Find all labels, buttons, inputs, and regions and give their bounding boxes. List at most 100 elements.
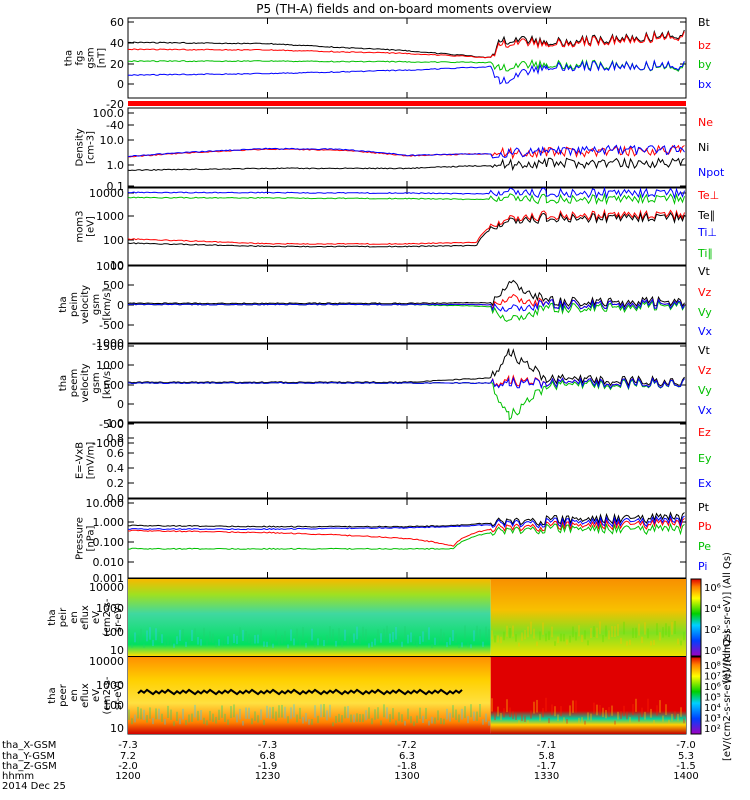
spectrogram-texture <box>200 710 202 721</box>
spectrogram-texture <box>566 718 568 724</box>
spectrogram-texture <box>350 633 352 643</box>
series-tha-peem-velocity-gsm-Vy <box>128 377 685 421</box>
legend-entry-vz: Vz <box>698 364 712 377</box>
spectrogram-texture <box>140 628 142 641</box>
colorbar-1 <box>690 578 702 657</box>
spectrogram-texture <box>446 708 448 720</box>
spectrogram-texture <box>563 633 565 642</box>
spectrogram-texture <box>533 628 535 639</box>
spectrograms <box>128 579 686 734</box>
y-tick-label: 10000 <box>89 655 124 668</box>
spectrogram-texture <box>536 699 538 713</box>
spectrogram-texture <box>419 707 421 719</box>
spectrogram-texture <box>311 719 313 725</box>
series-mom3-Te∥ <box>127 211 685 248</box>
spectrogram-texture <box>410 716 412 724</box>
spectrogram-texture <box>485 626 487 640</box>
series-mom3-Ti⊥ <box>127 186 685 200</box>
panel-peem: 1500 1000 500 0 -500 -1000 tha peem velocity gsm[… <box>58 340 713 450</box>
orbit-value: -1.5 <box>676 761 696 772</box>
spectrogram-texture <box>500 713 502 721</box>
orbit-value: 1300 <box>394 771 419 782</box>
spectrogram-texture <box>413 721 415 726</box>
spectrogram-texture <box>227 719 229 725</box>
spectrogram-texture <box>497 635 499 643</box>
spectrogram-texture <box>632 627 634 638</box>
spectrogram-texture <box>143 709 145 720</box>
spectrogram-texture <box>455 633 457 643</box>
spectrogram-texture <box>329 704 331 718</box>
spectrogram-texture <box>467 716 469 724</box>
spectrogram-texture <box>437 710 439 721</box>
spectrogram-texture <box>623 621 625 635</box>
series-tha-peim-velocity-gsm-Vt <box>127 279 685 309</box>
spectrogram-texture <box>137 635 139 644</box>
spectrogram-texture <box>644 711 646 720</box>
spectrogram-texture <box>272 706 274 719</box>
y-axis-label: gsm <box>91 372 102 393</box>
panel-temp: 10000 1000 100 10 mom3 [eV] Te⊥ Te∥ Ti⊥ Ti∥ <box>75 187 720 272</box>
spectrogram-texture <box>518 720 520 725</box>
spectrogram-texture <box>158 708 160 720</box>
orbit-value: 1200 <box>115 771 140 782</box>
y-axis-label: [nT] <box>97 48 108 68</box>
spectrogram-texture <box>683 631 685 641</box>
legend-entry-bz: bz <box>698 39 711 52</box>
spectrogram-texture <box>500 636 502 644</box>
spectrogram-texture <box>482 641 484 647</box>
y-axis-label: [eV] <box>86 216 97 237</box>
spectrogram-texture <box>374 709 376 720</box>
y-tick-label: 500 <box>103 379 124 392</box>
y-tick-label: -500 <box>99 319 124 332</box>
spectrogram-texture <box>284 630 286 642</box>
spectrogram-texture <box>551 626 553 638</box>
spectrogram-texture <box>209 631 211 642</box>
y-tick-label: 10 <box>110 722 124 735</box>
orbit-value: 6.3 <box>399 751 415 762</box>
spectrogram-texture <box>290 707 292 719</box>
y-axis-label: [km/s] <box>102 367 113 399</box>
spectrogram-texture <box>569 705 571 716</box>
y-tick-label: 1.0 <box>107 417 125 430</box>
y-axis-label: eflux <box>80 683 91 708</box>
spectrogram-texture <box>395 720 397 726</box>
spectrogram-texture <box>611 626 613 637</box>
panel-frame <box>127 17 687 99</box>
orbit-value: -2.0 <box>118 761 138 772</box>
spectrogram-texture <box>509 628 511 639</box>
spectrogram-texture <box>527 720 529 725</box>
spectrogram-texture <box>653 720 655 725</box>
spectrogram-texture <box>452 705 454 718</box>
spectrogram-texture <box>380 720 382 726</box>
spectrogram-texture <box>650 708 652 718</box>
spectrogram-texture <box>383 704 385 718</box>
spectrogram-texture <box>641 636 643 644</box>
spectrogram-texture <box>149 707 151 719</box>
spectrogram-texture <box>572 700 574 713</box>
spectrogram-texture <box>677 713 679 721</box>
spectrogram-texture <box>473 711 475 721</box>
spectrogram-texture <box>137 706 139 719</box>
spectrogram-texture <box>182 629 184 641</box>
spectrogram-quiet <box>128 657 491 734</box>
series-tha-peem-velocity-gsm-Vx <box>128 376 685 390</box>
spectrogram-texture <box>305 642 307 648</box>
spectrogram-texture <box>407 634 409 644</box>
spectrogram-texture <box>665 623 667 636</box>
spectrogram-texture <box>221 705 223 718</box>
y-axis-label: [km/s] <box>102 288 113 320</box>
legend-entry-ti∥: Ti∥ <box>697 247 713 260</box>
spectrogram-texture <box>275 711 277 721</box>
spectrogram-texture <box>653 639 655 646</box>
y-tick-label: 500 <box>103 279 124 292</box>
spectrogram-texture <box>587 640 589 646</box>
spectrogram-texture <box>323 704 325 718</box>
legend-entry-bt: Bt <box>698 16 711 29</box>
spectrogram-texture <box>416 641 418 648</box>
spectrogram-texture <box>527 626 529 638</box>
spectrogram-texture <box>149 627 151 640</box>
spectrogram-texture <box>281 635 283 644</box>
colorbar-tick-label: 10³ <box>704 714 721 725</box>
spectrogram-texture <box>482 719 484 725</box>
orbit-value: -7.1 <box>537 740 557 751</box>
